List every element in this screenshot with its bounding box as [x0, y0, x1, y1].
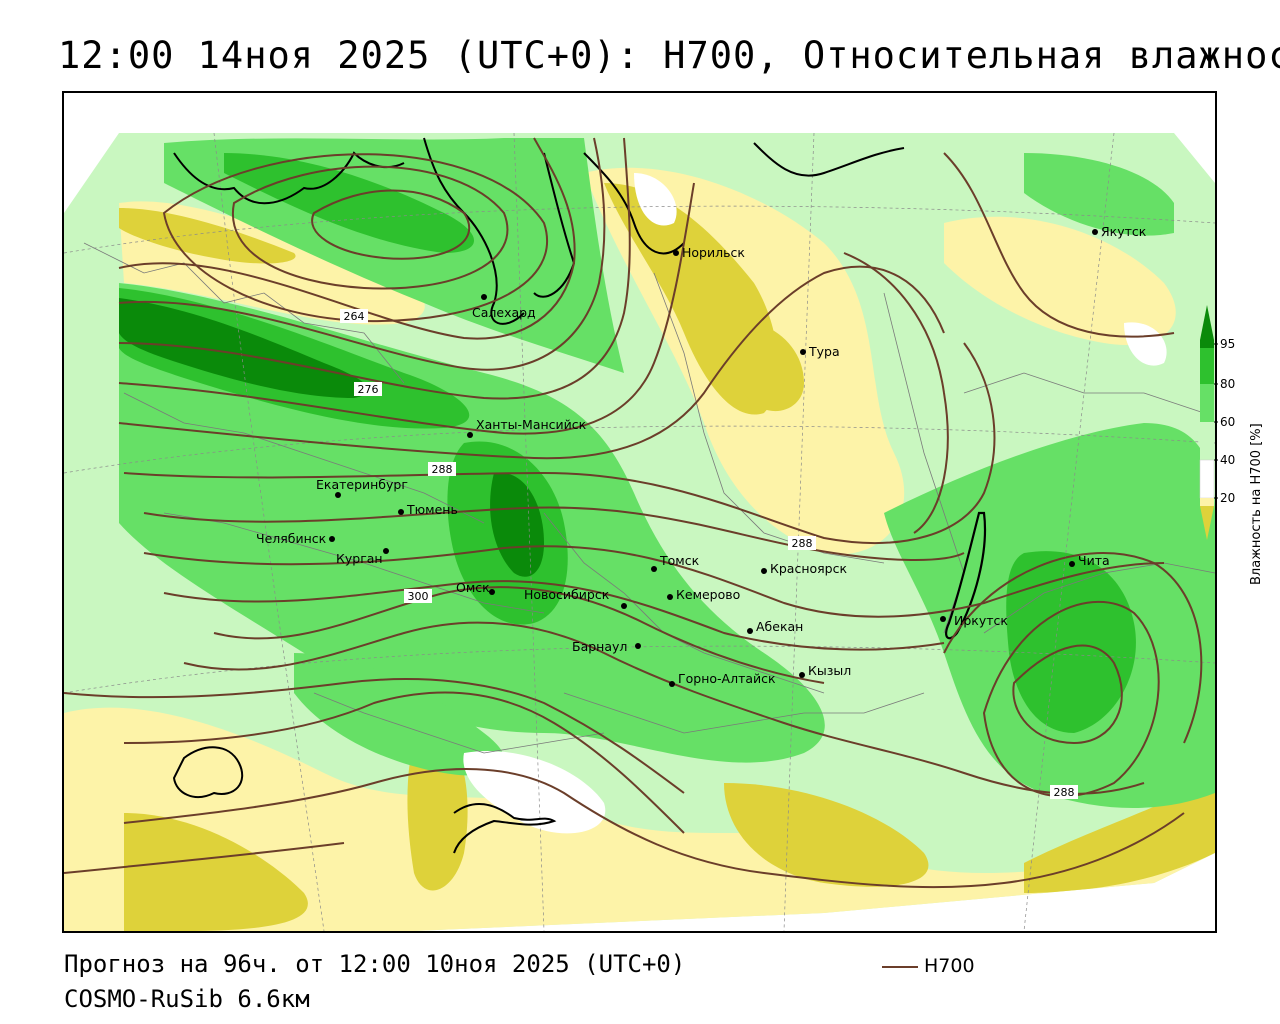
h700-contours — [64, 137, 1203, 889]
model-name: COSMO-RuSib 6.6км — [64, 985, 310, 1013]
svg-text:Кызыл: Кызыл — [808, 663, 851, 678]
contour-label: 288 — [428, 462, 456, 476]
city-khanty-mansiysk: Ханты-Мансийск — [467, 417, 587, 438]
lake-baikal — [945, 511, 987, 640]
graticule — [64, 132, 1215, 931]
city-norilsk: Норильск — [673, 245, 745, 260]
city-tomsk: Томск — [651, 553, 700, 572]
city-abakan: Абекан — [747, 619, 803, 634]
svg-text:60: 60 — [1220, 415, 1235, 429]
svg-text:288: 288 — [432, 463, 453, 476]
colorbar-bottom-arrow — [1200, 506, 1214, 540]
colorbar-segment-low — [1200, 498, 1214, 506]
svg-text:Абекан: Абекан — [756, 619, 803, 634]
colorbar-ticks: 95 80 60 40 20 — [1214, 337, 1235, 505]
svg-text:Горно-Алтайск: Горно-Алтайск — [678, 671, 776, 686]
city-barnaul: Барнаул — [572, 639, 641, 654]
city-yekaterinburg: Екатеринбург — [316, 477, 408, 498]
cities: Норильск Якутск Салехард Тура Ханты-Манс… — [256, 224, 1147, 687]
neutral-patch-east — [1124, 322, 1167, 366]
neutral-patch-north — [634, 173, 677, 226]
city-tyumen: Тюмень — [398, 502, 458, 517]
city-chelyabinsk: Челябинск — [256, 531, 335, 546]
humidity-map: 264 276 288 300 288 288 — [64, 93, 1215, 931]
contour-label: 300 — [404, 589, 432, 603]
svg-text:Курган: Курган — [336, 551, 383, 566]
city-yakutsk: Якутск — [1092, 224, 1147, 239]
svg-text:Омск: Омск — [456, 580, 490, 595]
city-irkutsk: Иркутск — [940, 613, 1008, 628]
forecast-info: Прогноз на 96ч. от 12:00 10ноя 2025 (UTC… — [64, 950, 686, 978]
svg-text:Ханты-Мансийск: Ханты-Мансийск — [476, 417, 587, 432]
svg-text:Красноярск: Красноярск — [770, 561, 847, 576]
svg-text:Новосибирск: Новосибирск — [524, 587, 610, 602]
contour-label: 264 — [340, 309, 368, 323]
svg-text:Чита: Чита — [1078, 553, 1110, 568]
very-dry-southeast — [724, 783, 929, 887]
dry-area-east — [944, 216, 1176, 345]
city-gorno-altaysk: Горно-Алтайск — [669, 671, 776, 687]
dry-area-south — [64, 707, 1215, 931]
aral-sea — [172, 746, 244, 798]
svg-text:80: 80 — [1220, 377, 1235, 391]
svg-text:20: 20 — [1220, 491, 1235, 505]
svg-text:Тюмень: Тюмень — [406, 502, 458, 517]
colorbar-title: Влажность на H700 [%] — [1249, 423, 1264, 585]
very-humid-center — [490, 472, 544, 577]
colorbar-segment-20 — [1199, 459, 1215, 499]
map-title: 12:00 14ноя 2025 (UTC+0): H700, Относите… — [58, 34, 1280, 77]
city-krasnoyarsk: Красноярск — [761, 561, 847, 576]
city-omsk: Омск — [456, 580, 495, 595]
colorbar-segment-80 — [1200, 348, 1214, 384]
contour-line-legend: H700 — [882, 955, 975, 977]
city-chita: Чита — [1069, 553, 1110, 568]
svg-text:Якутск: Якутск — [1101, 224, 1147, 239]
svg-text:Норильск: Норильск — [682, 245, 745, 260]
svg-text:95: 95 — [1220, 337, 1235, 351]
very-humid-band — [119, 298, 369, 398]
contour-label: 288 — [788, 536, 816, 550]
moist-area-northeast — [1024, 153, 1174, 236]
svg-text:288: 288 — [1054, 786, 1075, 799]
svg-text:276: 276 — [358, 383, 379, 396]
svg-text:Иркутск: Иркутск — [954, 613, 1008, 628]
colorbar-segment-95 — [1200, 340, 1214, 348]
svg-text:Салехард: Салехард — [472, 305, 536, 320]
very-dry-southwest — [124, 813, 308, 931]
colorbar-segment-60 — [1200, 384, 1214, 422]
svg-text:300: 300 — [408, 590, 429, 603]
contour-label: 276 — [354, 382, 382, 396]
colorbar-top-arrow — [1200, 305, 1214, 340]
contour-label: 288 — [1050, 785, 1078, 799]
city-kurgan: Курган — [336, 548, 389, 566]
city-tura: Тура — [800, 344, 840, 359]
colorbar-segment-40 — [1200, 422, 1214, 460]
humidity-colorbar: 95 80 60 40 20 Влажность на H700 [%] — [1199, 305, 1264, 585]
contour-labels: 264 276 288 300 288 288 — [340, 309, 1078, 799]
humid-area-north — [224, 153, 474, 253]
svg-text:264: 264 — [344, 310, 365, 323]
city-novosibirsk: Новосибирск — [524, 587, 627, 609]
map-frame: 264 276 288 300 288 288 — [62, 91, 1217, 933]
city-kemerovo: Кемерово — [667, 587, 740, 602]
svg-text:Тура: Тура — [808, 344, 840, 359]
svg-text:Томск: Томск — [659, 553, 700, 568]
svg-text:Челябинск: Челябинск — [256, 531, 327, 546]
contour-line-swatch — [882, 965, 918, 968]
svg-text:Кемерово: Кемерово — [676, 587, 740, 602]
contour-line-label: H700 — [924, 955, 975, 977]
city-kyzyl: Кызыл — [799, 663, 851, 678]
svg-text:288: 288 — [792, 537, 813, 550]
very-dry-northwest-band — [119, 208, 296, 264]
city-salekhard: Салехард — [472, 294, 536, 320]
svg-text:Барнаул: Барнаул — [572, 639, 627, 654]
humidity-field — [64, 133, 1215, 931]
svg-text:Екатеринбург: Екатеринбург — [316, 477, 408, 492]
svg-text:40: 40 — [1220, 453, 1235, 467]
very-dry-tura — [722, 321, 804, 412]
lake-balkhash — [453, 802, 557, 854]
